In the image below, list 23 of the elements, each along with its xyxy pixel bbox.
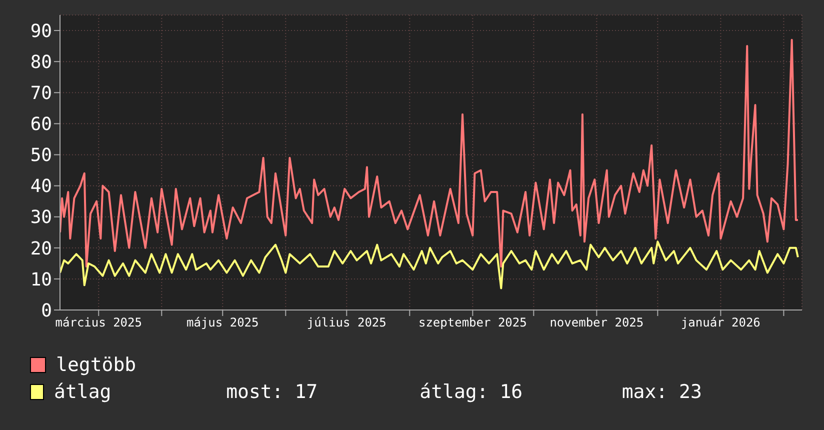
text: most: 17: [226, 380, 319, 402]
y-tick-label: 20: [30, 238, 52, 260]
y-tick-label: 40: [30, 176, 52, 198]
y-tick-label: 60: [30, 114, 52, 136]
line-series: [60, 240, 799, 290]
y-tick-label: 0: [41, 300, 52, 322]
x-tick-label: szeptember 2025: [418, 316, 527, 330]
x-tick-label: március 2025: [55, 316, 142, 330]
x-tick-label: július 2025: [306, 316, 386, 330]
x-tick-label: január 2026: [680, 316, 760, 330]
legend-label: legtöbb: [56, 354, 138, 376]
text: átlag: 16: [420, 380, 524, 402]
y-tick-label: 30: [30, 207, 52, 228]
y-tick-label: 50: [30, 145, 52, 166]
y-tick-label: 70: [30, 83, 52, 104]
x-tick-label: május 2025: [186, 316, 259, 330]
y-tick-label: 90: [30, 20, 52, 42]
legend-label: átlag: [54, 380, 112, 402]
y-tick-label: 80: [30, 52, 52, 73]
text: max: 23: [622, 380, 703, 402]
x-tick-label: november 2025: [550, 316, 644, 330]
y-tick-label: 10: [30, 269, 52, 290]
line-series: [60, 38, 799, 268]
